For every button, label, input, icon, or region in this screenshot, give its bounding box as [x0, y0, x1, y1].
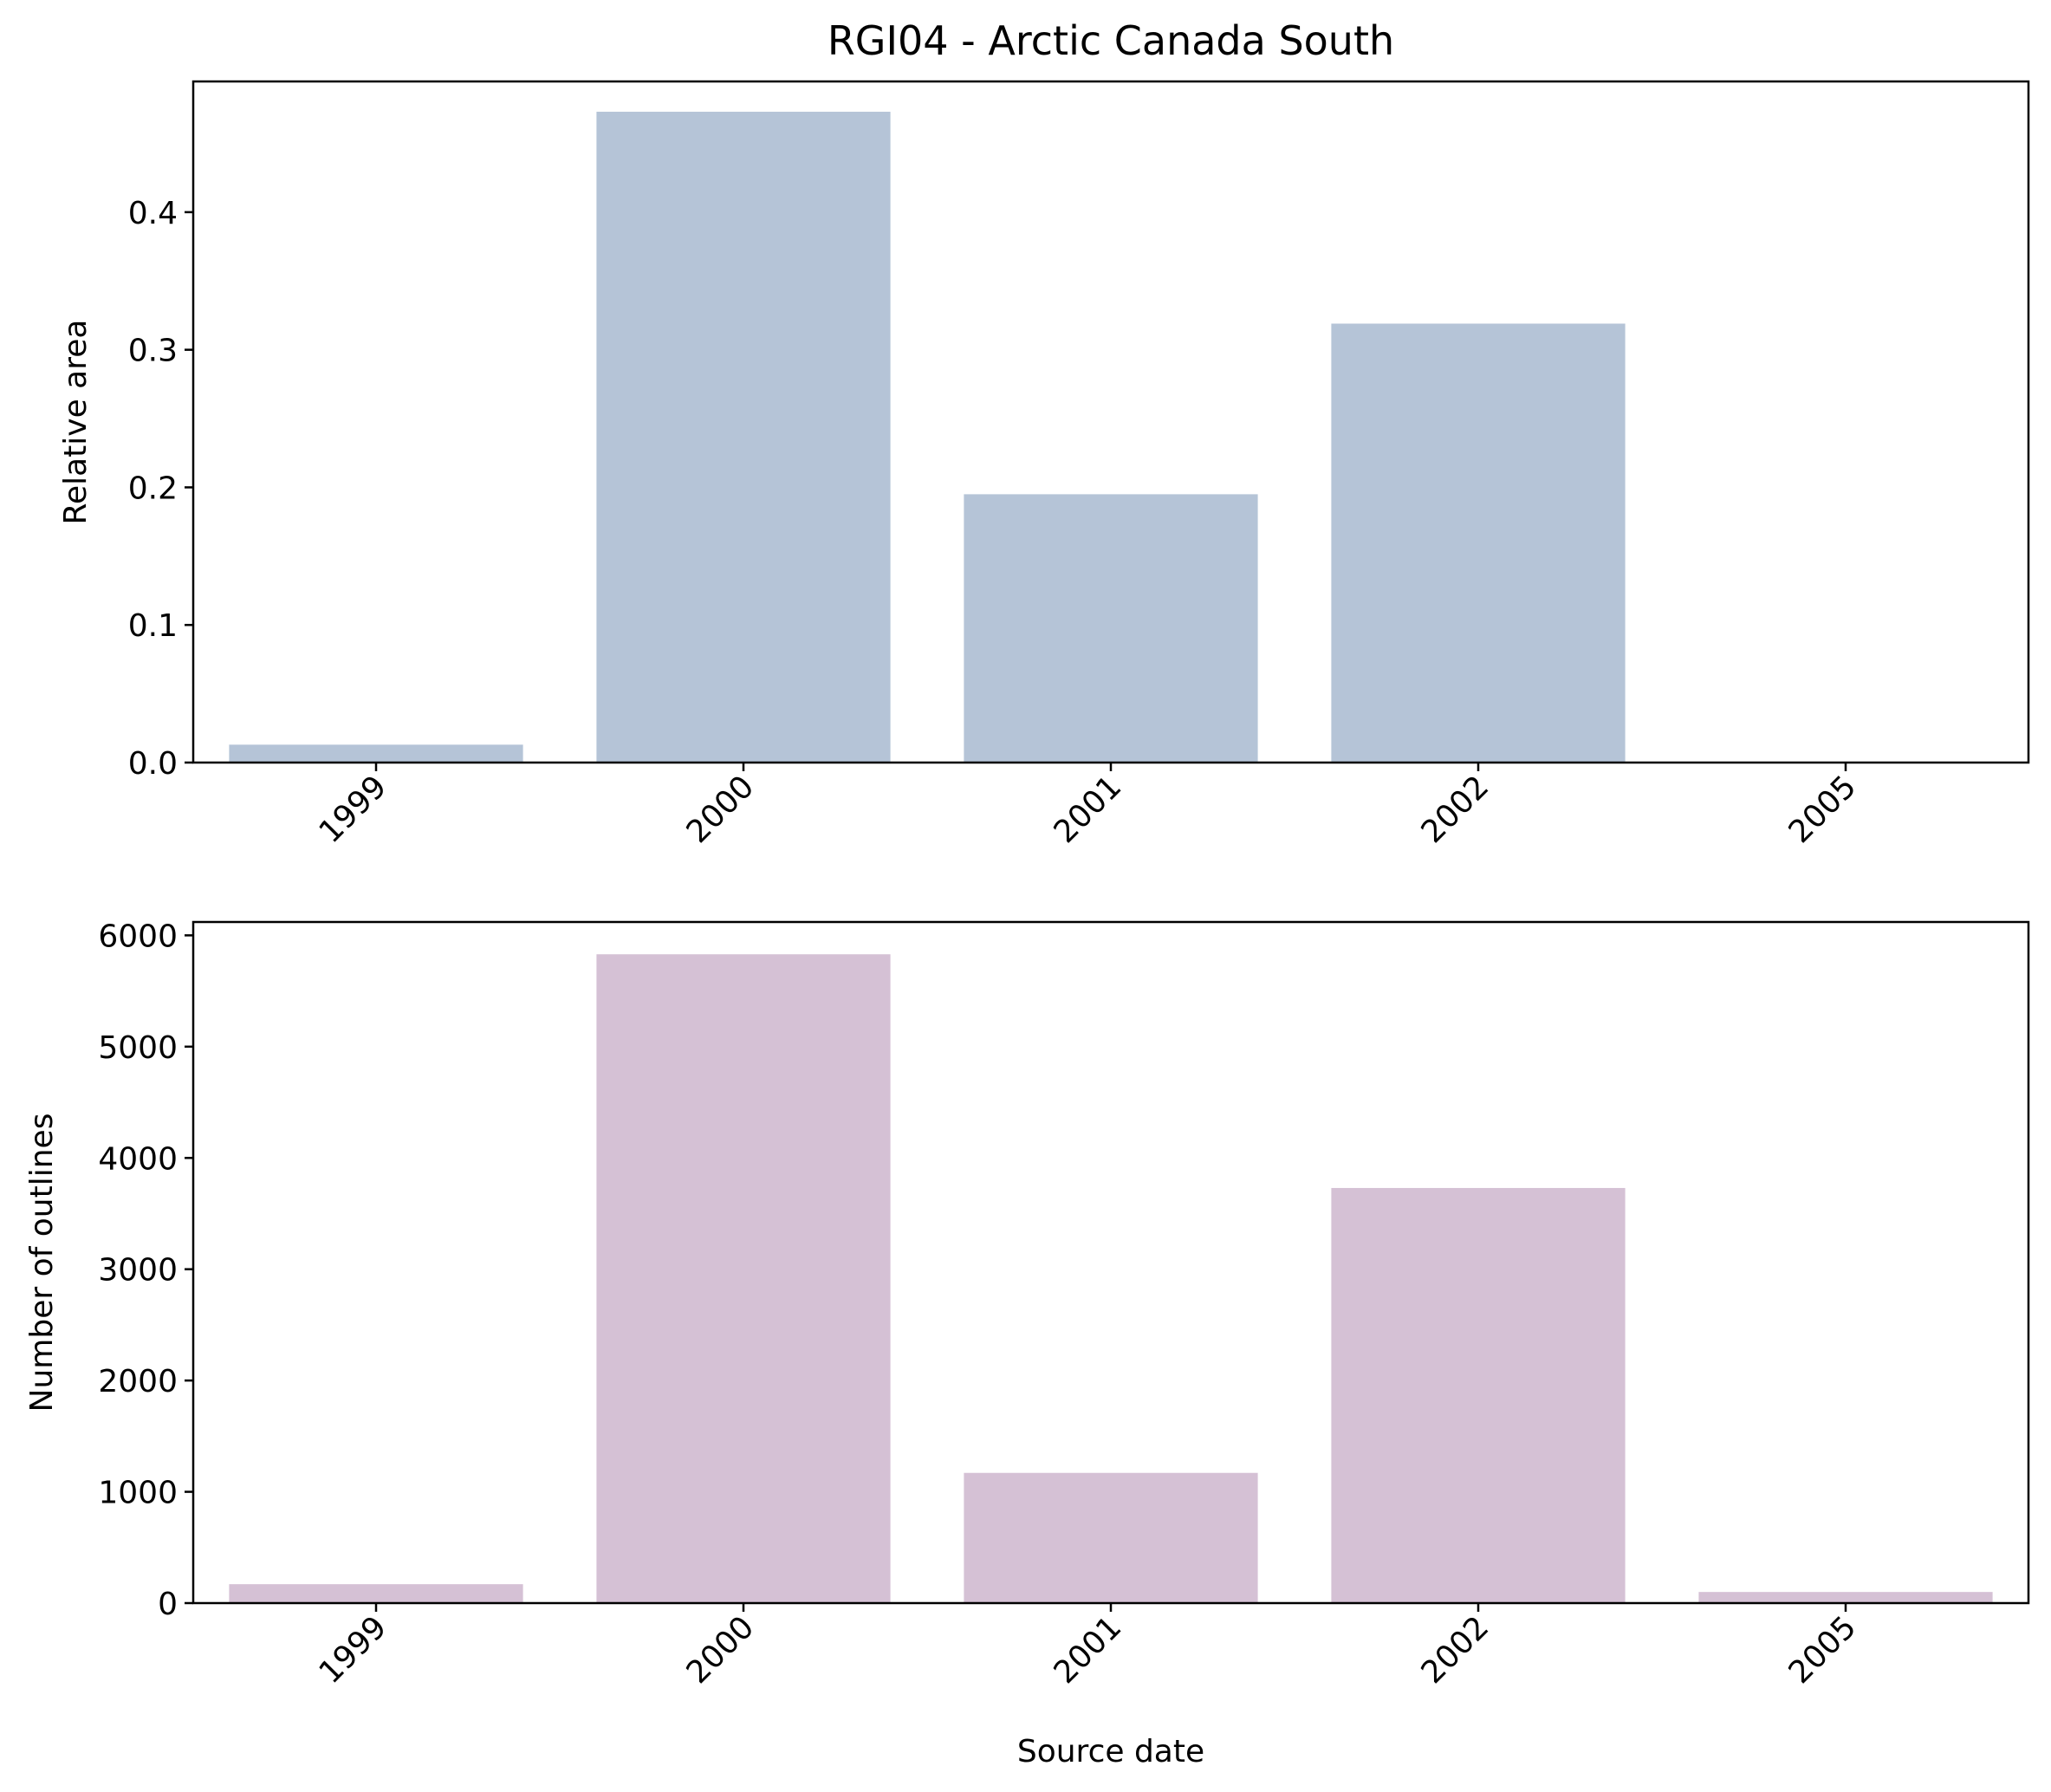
- bar-2001: [964, 1472, 1258, 1603]
- y-tick-label: 6000: [98, 919, 178, 954]
- bars-relative-area: [229, 111, 1993, 763]
- y-axis-number-of-outlines: 0 1000 2000 3000 4000 5000 6000: [98, 919, 193, 1622]
- figure-title: RGI04 - Arctic Canada South: [828, 17, 1394, 64]
- bar-1999: [229, 1584, 523, 1603]
- bar-2001: [964, 494, 1258, 763]
- axes-frame-number-of-outlines: [191, 920, 2030, 1605]
- x-tick-label: 2002: [1415, 1609, 1496, 1691]
- y-tick-label: 0.3: [128, 334, 178, 369]
- panel-relative-area: 0.0 0.1 0.2 0.3 0.4 1999 2000 2001 2002 2005 Rel…: [58, 80, 2030, 850]
- y-tick-label: 0: [158, 1587, 178, 1622]
- x-tick-label: 2002: [1415, 769, 1496, 850]
- y-tick-label: 2000: [98, 1364, 178, 1399]
- x-tick-label: 2005: [1782, 1609, 1864, 1691]
- y-axis-relative-area: 0.0 0.1 0.2 0.3 0.4: [128, 196, 193, 782]
- bar-2002: [1331, 1187, 1626, 1603]
- y-tick-label: 0.4: [128, 196, 178, 231]
- x-tick-label: 2001: [1048, 769, 1129, 850]
- y-tick-label: 4000: [98, 1141, 178, 1177]
- y-tick-label: 5000: [98, 1030, 178, 1066]
- y-tick-label: 0.2: [128, 471, 178, 506]
- x-axis-relative-area: 1999 2000 2001 2002 2005: [313, 763, 1864, 850]
- x-tick-label: 2001: [1048, 1609, 1129, 1691]
- axes-frame-relative-area: [191, 80, 2030, 764]
- x-axis-number-of-outlines: 1999 2000 2001 2002 2005: [313, 1603, 1864, 1691]
- y-tick-label: 0.0: [128, 746, 178, 782]
- bar-2000: [596, 954, 891, 1603]
- x-tick-label: 2005: [1782, 769, 1864, 850]
- bar-2000: [596, 111, 891, 763]
- ylabel-number-of-outlines: Number of outlines: [24, 1114, 60, 1412]
- bar-2002: [1331, 323, 1626, 763]
- y-tick-label: 3000: [98, 1253, 178, 1289]
- bars-number-of-outlines: [229, 954, 1993, 1603]
- y-tick-label: 0.1: [128, 608, 178, 644]
- y-tick-label: 1000: [98, 1476, 178, 1511]
- x-tick-label: 1999: [313, 769, 394, 850]
- x-tick-label: 2000: [680, 769, 762, 850]
- bar-2005: [1698, 1592, 1993, 1603]
- x-tick-label: 2000: [680, 1609, 762, 1691]
- xlabel-number-of-outlines: Source date: [1017, 1734, 1204, 1769]
- ylabel-relative-area: Relative area: [58, 320, 94, 525]
- bar-1999: [229, 744, 523, 763]
- x-tick-label: 1999: [313, 1609, 394, 1691]
- panel-number-of-outlines: 0 1000 2000 3000 4000 5000 6000 1999 2000 2001 20…: [24, 919, 2030, 1769]
